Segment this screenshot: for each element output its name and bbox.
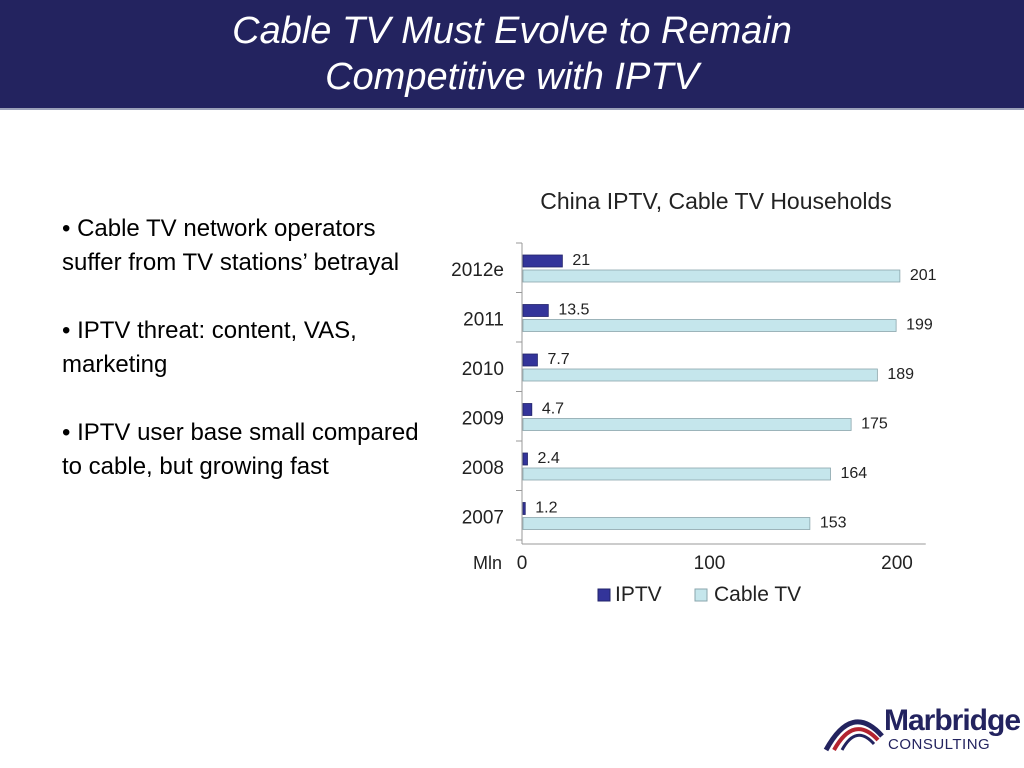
legend-swatch-cable-tv (694, 588, 708, 602)
logo-subtitle: CONSULTING (888, 736, 991, 753)
iptv-bar (522, 254, 563, 268)
data-label: 164 (841, 465, 868, 482)
x-tick-label: 0 (517, 553, 528, 574)
cable-tv-bar (522, 418, 852, 431)
chart-container: China IPTV, Cable TV Households 2012e 21 20… (430, 175, 990, 625)
bullet-list: • Cable TV network operators suffer from… (62, 212, 422, 518)
y-tick-label: 2010 (462, 359, 504, 380)
company-logo: Marbridge CONSULTING (822, 700, 1022, 760)
data-label: 175 (861, 416, 888, 433)
logo-name: Marbridge (884, 704, 1021, 737)
iptv-bar (522, 502, 526, 515)
x-tick-label: 200 (881, 553, 913, 574)
data-label: 21 (572, 252, 590, 269)
data-label: 7.7 (547, 351, 569, 368)
iptv-bar (522, 403, 533, 416)
y-tick-label: 2007 (462, 508, 504, 529)
x-axis-unit-label: Mln (473, 553, 502, 573)
cable-tv-bar (522, 368, 878, 382)
data-label: 1.2 (535, 500, 557, 517)
bullet-item-1: • Cable TV network operators suffer from… (62, 215, 400, 276)
y-tick-label: 2012e (451, 260, 504, 281)
legend-swatch-iptv (597, 588, 611, 602)
bullet-item-2: • IPTV threat: content, VAS, marketing (62, 317, 357, 378)
data-label: 4.7 (542, 401, 564, 418)
iptv-bar (522, 353, 538, 367)
chart-title: China IPTV, Cable TV Households (540, 188, 892, 214)
cable-tv-bar (522, 269, 901, 283)
slide-header: Cable TV Must Evolve to Remain Competiti… (0, 0, 1024, 110)
iptv-bar (522, 304, 549, 317)
y-tick-label: 2011 (463, 310, 504, 331)
y-tick-label: 2009 (462, 409, 504, 430)
cable-tv-bar (522, 517, 811, 530)
slide-title-line-1: Cable TV Must Evolve to Remain (232, 10, 792, 52)
iptv-bar (522, 452, 528, 466)
legend-label-cable-tv: Cable TV (714, 583, 801, 606)
data-label: 199 (906, 317, 933, 334)
x-tick-label: 100 (694, 553, 726, 574)
slide-title: Cable TV Must Evolve to Remain Competiti… (0, 0, 1024, 100)
y-tick-label: 2008 (462, 458, 504, 479)
cable-tv-bar (522, 467, 831, 481)
slide-title-line-2: Competitive with IPTV (325, 56, 699, 98)
households-bar-chart: China IPTV, Cable TV Households 2012e 21 20… (451, 188, 937, 606)
cable-tv-bar (522, 319, 897, 332)
data-label: 2.4 (538, 450, 560, 467)
logo-arc-icon (823, 719, 884, 752)
data-label: 189 (887, 366, 914, 383)
bullet-item-3: • IPTV user base small compared to cable… (62, 419, 419, 480)
data-label: 153 (820, 515, 847, 532)
data-label: 201 (910, 267, 937, 284)
data-label: 13.5 (558, 302, 589, 319)
legend-label-iptv: IPTV (615, 583, 662, 606)
